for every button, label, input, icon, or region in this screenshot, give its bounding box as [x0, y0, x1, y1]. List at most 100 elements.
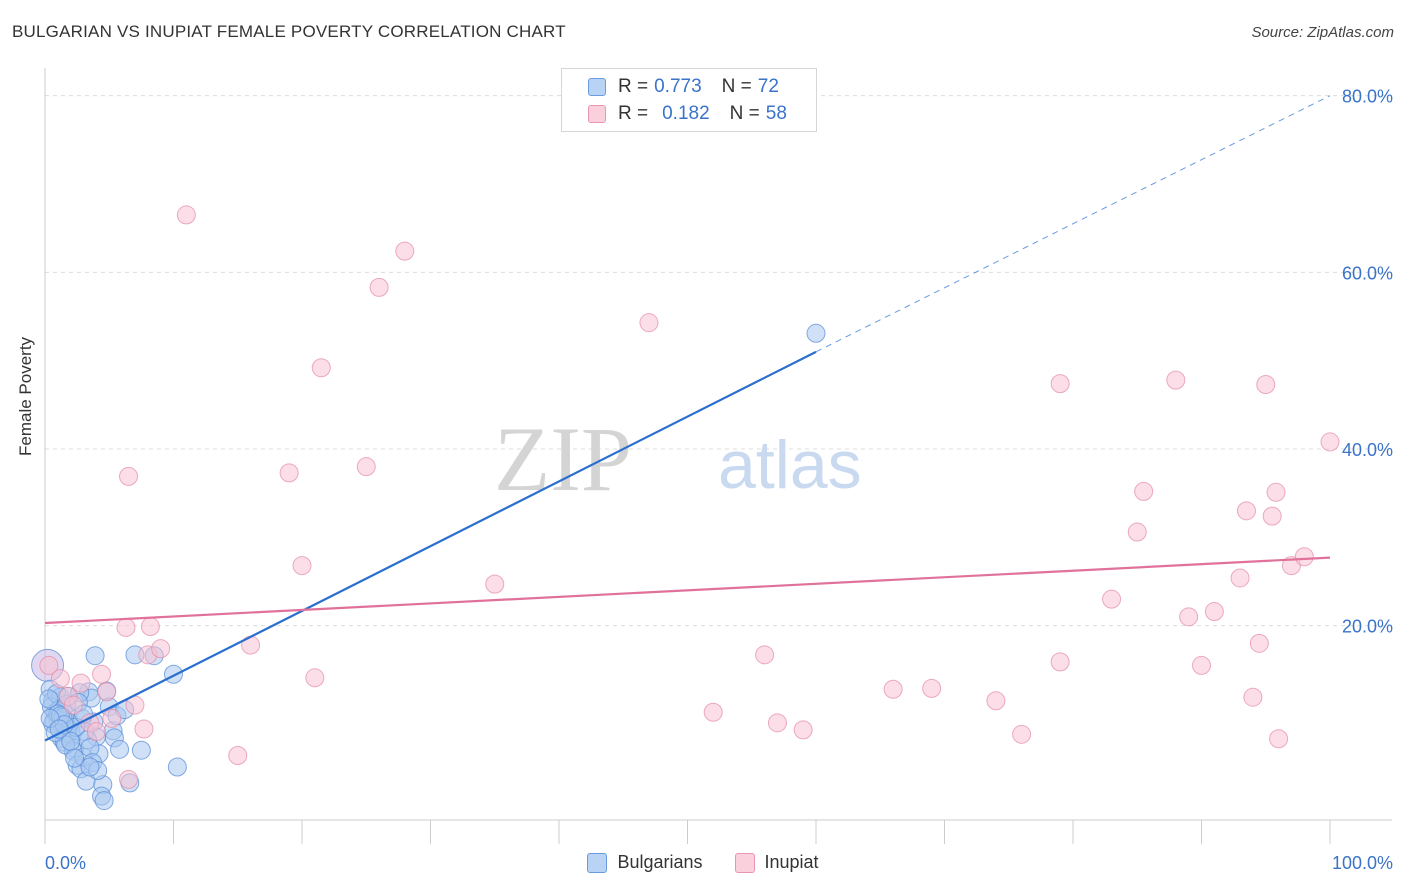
inupiat-point [1012, 724, 1032, 744]
legend-n-value: 72 [757, 76, 779, 97]
inupiat-point [1243, 687, 1263, 707]
legend-r-value: 0.182 [662, 103, 710, 124]
legend-label-bulgarians: Bulgarians [617, 852, 703, 872]
legend-item-bulgarians[interactable]: Bulgarians [587, 852, 703, 873]
legend-r-label: R = [618, 103, 649, 124]
inupiat-point [305, 668, 325, 688]
series-legend: Bulgarians Inupiat [0, 852, 1406, 873]
legend-swatch-pink [588, 105, 606, 123]
inupiat-point [1166, 370, 1186, 390]
inupiat-point [1266, 482, 1286, 502]
bulgarians-point [131, 740, 151, 760]
inupiat-point [1050, 374, 1070, 394]
inupiat-point [1102, 589, 1122, 609]
inupiat-point [485, 574, 505, 594]
inupiat-point [639, 313, 659, 333]
inupiat-point [1236, 501, 1256, 521]
inupiat-point [356, 457, 376, 477]
y-tick-label: 20.0% [1342, 617, 1393, 637]
bulgarians-point [65, 748, 85, 768]
inupiat-point [102, 708, 122, 728]
inupiat-point [134, 719, 154, 739]
inupiat-point [1256, 375, 1276, 395]
bulgarians-trend-line [44, 350, 817, 742]
inupiat-point [279, 463, 299, 483]
inupiat-point [151, 639, 171, 659]
inupiat-point [1134, 481, 1154, 501]
y-axis-label: Female Poverty [16, 336, 35, 456]
inupiat-point [703, 702, 723, 722]
bulgarians-point [167, 757, 187, 777]
inupiat-point [1262, 506, 1282, 526]
inupiat-point [1050, 652, 1070, 672]
inupiat-point [176, 205, 196, 225]
inupiat-point [97, 682, 117, 702]
legend-n-value: 58 [765, 103, 787, 124]
inupiat-point [50, 669, 70, 689]
inupiat-point [767, 713, 787, 733]
inupiat-point [369, 277, 389, 297]
inupiat-point [922, 678, 942, 698]
inupiat-point [883, 679, 903, 699]
bulgarians-point [164, 664, 183, 684]
inupiat-point [311, 358, 331, 378]
gridlines [45, 95, 1392, 627]
trend-lines [44, 95, 1331, 742]
x-tick-label: 0.0% [45, 853, 86, 873]
bulgarians-point [80, 757, 100, 777]
watermark: ZIP atlas [494, 408, 862, 510]
watermark-atlas: atlas [718, 427, 862, 503]
legend-n-label: N = [721, 76, 752, 97]
bulgarians-point [39, 689, 59, 709]
bulgarians-point [110, 739, 130, 759]
inupiat-point [86, 722, 106, 742]
inupiat-point [793, 720, 813, 740]
inupiat-point [1269, 729, 1289, 749]
legend-row-inupiat: R = 0.182 N = 58 [588, 102, 787, 126]
inupiat-point [140, 617, 160, 637]
series-bulgarians [31, 323, 826, 811]
source-label: Source: ZipAtlas.com [1251, 24, 1394, 41]
axes [44, 68, 1392, 844]
legend-label-inupiat: Inupiat [764, 852, 819, 872]
inupiat-point [1192, 655, 1211, 675]
inupiat-point [228, 746, 248, 766]
chart-title: BULGARIAN VS INUPIAT FEMALE POVERTY CORR… [12, 22, 566, 41]
legend-item-inupiat[interactable]: Inupiat [734, 852, 819, 873]
tick-labels: 20.0% 40.0% 60.0% 80.0% 0.0% 100.0% [45, 87, 1393, 873]
inupiat-point [116, 617, 136, 637]
watermark-zip: ZIP [494, 408, 632, 510]
inupiat-point [1179, 607, 1199, 627]
inupiat-point [1249, 633, 1269, 653]
correlation-legend: R = 0.773 N = 72 R = 0.182 N = 58 [561, 68, 817, 132]
bulgarians-point [85, 646, 105, 666]
inupiat-point [71, 673, 91, 693]
bulgarians-trend-extension [815, 95, 1331, 353]
inupiat-point [1127, 522, 1147, 542]
inupiat-point [292, 556, 312, 576]
series-inupiat [39, 205, 1340, 789]
bulgarians-point [94, 791, 114, 811]
y-tick-label: 40.0% [1342, 440, 1393, 460]
inupiat-point [1320, 432, 1340, 452]
legend-r-label: R = [618, 76, 649, 97]
x-tick-label: 100.0% [1332, 853, 1393, 873]
legend-swatch-pink [734, 852, 755, 873]
y-tick-label: 80.0% [1342, 87, 1393, 107]
legend-swatch-blue [588, 78, 606, 96]
bulgarians-point [806, 323, 826, 343]
inupiat-point [92, 664, 112, 684]
legend-row-bulgarians: R = 0.773 N = 72 [588, 75, 779, 99]
inupiat-point [755, 645, 775, 665]
inupiat-point [1294, 547, 1314, 567]
inupiat-trend-line [44, 556, 1331, 625]
legend-r-value: 0.773 [654, 76, 702, 97]
inupiat-point [1230, 568, 1250, 588]
legend-swatch-blue [587, 852, 608, 873]
inupiat-point [986, 691, 1006, 711]
inupiat-point [63, 695, 83, 715]
inupiat-point [1204, 602, 1224, 622]
legend-n-label: N = [729, 103, 760, 124]
inupiat-point [119, 466, 139, 486]
